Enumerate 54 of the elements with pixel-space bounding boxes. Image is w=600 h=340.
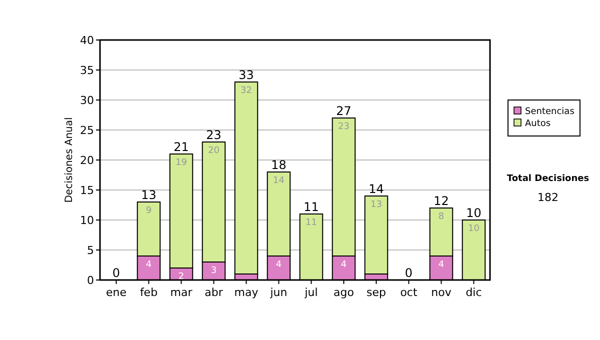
y-tick-label: 20: [80, 154, 94, 167]
y-axis-title: Decisiones Anual: [64, 117, 75, 203]
total-label: 33: [238, 68, 254, 82]
total-label: 11: [304, 200, 319, 214]
x-tick-label: sep: [366, 286, 386, 299]
total-label: 14: [368, 182, 384, 196]
data-label: 4: [438, 260, 444, 270]
y-tick-label: 5: [87, 244, 94, 257]
data-label: 32: [240, 86, 252, 96]
x-tick-label: nov: [431, 286, 452, 299]
data-label: 19: [176, 158, 188, 168]
x-tick-label: jul: [304, 286, 318, 299]
total-label: 27: [336, 104, 352, 118]
data-label: 14: [273, 176, 285, 186]
total-label: 23: [206, 128, 222, 142]
total-label: 0: [112, 266, 120, 280]
data-label: 13: [370, 200, 382, 210]
y-tick-label: 25: [80, 124, 94, 137]
y-tick-label: 15: [80, 184, 94, 197]
data-label: 2: [178, 272, 184, 282]
total-label: 0: [404, 266, 413, 280]
total-label: 18: [271, 158, 286, 172]
data-label: 23: [338, 122, 350, 132]
y-tick-label: 10: [80, 214, 94, 227]
text: Total Decisiones: [506, 174, 590, 184]
y-tick-label: 35: [80, 64, 94, 77]
total-label: 10: [466, 206, 482, 220]
legend-label: Autos: [525, 119, 551, 129]
y-tick-label: 40: [80, 34, 94, 47]
text: 182: [538, 191, 558, 204]
x-tick-label: jun: [269, 286, 288, 299]
x-tick-label: oct: [400, 286, 418, 299]
total-label: 12: [434, 194, 449, 208]
data-label: 10: [468, 224, 480, 234]
x-tick-label: dic: [466, 286, 482, 299]
total-label: 13: [141, 188, 156, 202]
total-label: 21: [174, 140, 189, 154]
data-label: 3: [210, 266, 217, 276]
data-label: 9: [146, 206, 152, 216]
data-label: 4: [276, 260, 282, 270]
data-label: 11: [306, 218, 317, 228]
data-label: 4: [340, 260, 347, 270]
data-label: 20: [208, 146, 220, 156]
x-tick-label: may: [234, 286, 259, 299]
x-tick-label: ago: [334, 286, 354, 299]
x-tick-label: abr: [204, 286, 224, 299]
x-tick-label: feb: [140, 286, 158, 299]
y-tick-label: 30: [80, 94, 94, 107]
y-tick-label: 0: [87, 274, 94, 287]
legend-label: Sentencias: [525, 107, 575, 117]
data-label: 4: [146, 260, 152, 270]
data-label: 8: [438, 212, 444, 222]
x-tick-label: mar: [170, 286, 193, 299]
x-tick-label: ene: [106, 286, 127, 299]
